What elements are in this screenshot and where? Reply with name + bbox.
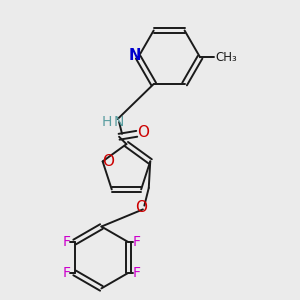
Text: O: O xyxy=(136,125,148,140)
Text: F: F xyxy=(132,266,140,280)
Text: F: F xyxy=(132,235,140,249)
Text: F: F xyxy=(62,235,70,249)
Text: N: N xyxy=(114,115,124,129)
Text: N: N xyxy=(128,48,141,63)
Text: O: O xyxy=(135,200,147,215)
Text: H: H xyxy=(102,115,112,129)
Text: F: F xyxy=(62,266,70,280)
Text: CH₃: CH₃ xyxy=(216,51,237,64)
Text: O: O xyxy=(102,154,114,169)
